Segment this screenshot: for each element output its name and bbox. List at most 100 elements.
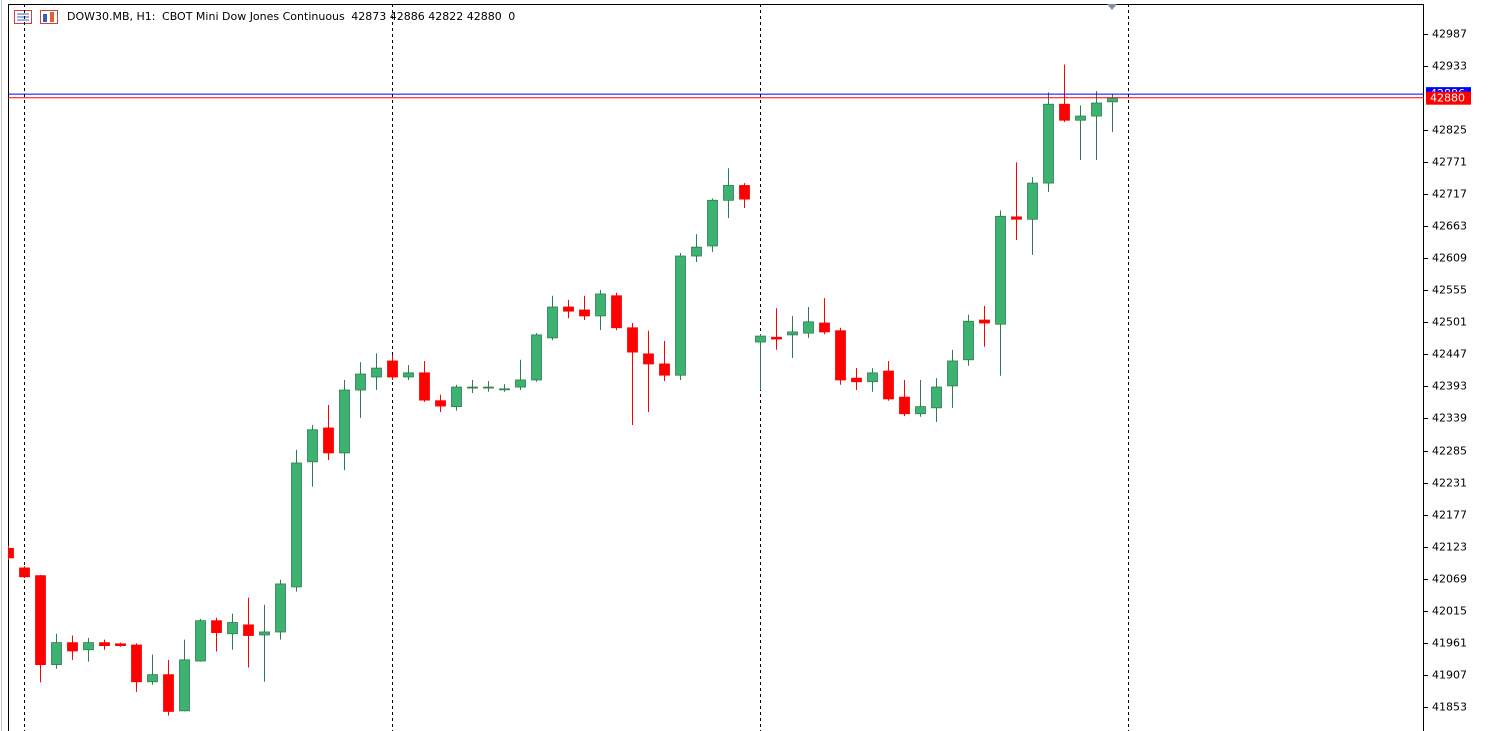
y-tick-label: 42015 bbox=[1432, 605, 1467, 618]
y-tick-label: 41961 bbox=[1432, 637, 1467, 650]
y-tick-label: 42501 bbox=[1432, 316, 1467, 329]
y-tick-label: 42555 bbox=[1432, 284, 1467, 297]
candle-body bbox=[835, 330, 846, 381]
candle-body bbox=[227, 622, 238, 635]
candle-body bbox=[115, 643, 126, 647]
candle-body bbox=[547, 306, 558, 339]
candle-body bbox=[883, 370, 894, 400]
candle-body bbox=[627, 327, 638, 353]
candle-body bbox=[339, 389, 350, 454]
candle-body bbox=[19, 567, 30, 578]
y-tick-label: 42825 bbox=[1432, 124, 1467, 137]
shift-marker bbox=[1107, 4, 1117, 10]
candle-body bbox=[771, 336, 782, 340]
y-tick-label: 42609 bbox=[1432, 252, 1467, 265]
candle-body bbox=[291, 462, 302, 588]
candle-body bbox=[147, 674, 158, 683]
y-tick-label: 42933 bbox=[1432, 60, 1467, 73]
candle-body bbox=[1075, 115, 1086, 121]
y-tick-label: 42339 bbox=[1432, 412, 1467, 425]
candle-body bbox=[323, 427, 334, 454]
candle-body bbox=[467, 386, 478, 389]
bid-label-box bbox=[1426, 91, 1471, 105]
candle-body bbox=[451, 386, 462, 408]
candle-body bbox=[867, 372, 878, 383]
candle-body bbox=[707, 199, 718, 247]
y-tick-label: 42987 bbox=[1432, 28, 1467, 41]
candle-body bbox=[755, 335, 766, 343]
plot-frame bbox=[8, 4, 1424, 731]
y-tick-label: 42447 bbox=[1432, 348, 1467, 361]
candle-body bbox=[803, 321, 814, 334]
candle-body bbox=[1091, 102, 1102, 117]
candle-body bbox=[275, 583, 286, 633]
candle-body bbox=[163, 674, 174, 712]
candle-body bbox=[259, 631, 270, 636]
y-tick-label: 42393 bbox=[1432, 380, 1467, 393]
symbol: DOW30.MB, H1: bbox=[67, 10, 156, 23]
candle-body bbox=[563, 306, 574, 312]
candle-body bbox=[979, 319, 990, 324]
header: DOW30.MB, H1: CBOT Mini Dow Jones Contin… bbox=[67, 10, 515, 23]
last-open: 42873 bbox=[351, 10, 386, 23]
y-tick-label: 42231 bbox=[1432, 477, 1467, 490]
candle-body bbox=[83, 642, 94, 651]
candle-body bbox=[51, 642, 62, 665]
candle-body bbox=[1107, 97, 1118, 103]
candle-body bbox=[1043, 103, 1054, 184]
candle-body bbox=[99, 642, 110, 647]
y-tick-label: 41853 bbox=[1432, 701, 1467, 714]
candle-body bbox=[515, 379, 526, 388]
candle-body bbox=[675, 255, 686, 376]
candle-body bbox=[739, 185, 750, 200]
y-tick-label: 42663 bbox=[1432, 220, 1467, 233]
y-tick-label: 41907 bbox=[1432, 669, 1467, 682]
candle-body bbox=[419, 372, 430, 401]
candle-body bbox=[643, 353, 654, 365]
y-tick-label: 42069 bbox=[1432, 573, 1467, 586]
candle-body bbox=[579, 309, 590, 317]
candle-body bbox=[1059, 103, 1070, 121]
volume: 0 bbox=[508, 10, 515, 23]
y-tick-label: 42771 bbox=[1432, 156, 1467, 169]
y-tick-label: 42285 bbox=[1432, 445, 1467, 458]
candle-body bbox=[499, 388, 510, 391]
candle-body bbox=[179, 659, 190, 712]
candle-body bbox=[819, 322, 830, 333]
y-tick-label: 42177 bbox=[1432, 509, 1467, 522]
header-icons bbox=[14, 10, 58, 24]
candle-body bbox=[915, 406, 926, 415]
candle-body bbox=[355, 373, 366, 391]
candle-body bbox=[659, 363, 670, 376]
candle-body bbox=[899, 396, 910, 415]
candle-body bbox=[35, 575, 46, 665]
description: CBOT Mini Dow Jones Continuous bbox=[162, 10, 345, 23]
candle-body bbox=[403, 372, 414, 378]
candle-body bbox=[1011, 216, 1022, 220]
candle-body bbox=[787, 331, 798, 336]
candle-body bbox=[995, 215, 1006, 325]
plot bbox=[8, 4, 1129, 731]
candle-body bbox=[531, 334, 542, 381]
candle-body bbox=[211, 620, 222, 633]
candle-body bbox=[723, 185, 734, 201]
y-tick-label: 42123 bbox=[1432, 541, 1467, 554]
candle-body bbox=[851, 377, 862, 383]
candle-body bbox=[611, 295, 622, 329]
last-low: 42822 bbox=[428, 10, 463, 23]
candle-body bbox=[67, 642, 78, 652]
candle-body bbox=[595, 293, 606, 317]
candle-body bbox=[931, 386, 942, 409]
last-close: 42880 bbox=[467, 10, 502, 23]
candle-body bbox=[195, 620, 206, 662]
candle-body bbox=[8, 547, 14, 559]
last-high: 42886 bbox=[390, 10, 425, 23]
candle-body bbox=[435, 400, 446, 407]
candle-body bbox=[691, 246, 702, 257]
candle-body bbox=[131, 644, 142, 683]
candle-body bbox=[1027, 182, 1038, 220]
y-tick-label: 42717 bbox=[1432, 188, 1467, 201]
candle-body bbox=[371, 367, 382, 378]
candle-body bbox=[947, 360, 958, 387]
